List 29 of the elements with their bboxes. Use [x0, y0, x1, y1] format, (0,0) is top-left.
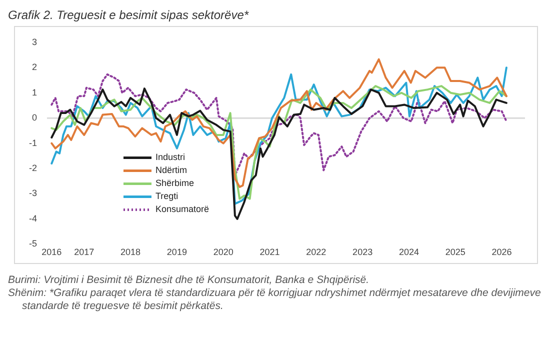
x-tick-label: 2022	[306, 247, 326, 258]
x-tick-label: 2017	[74, 247, 94, 258]
y-tick-label: -5	[28, 238, 37, 249]
legend-label: Ndërtim	[155, 165, 187, 176]
y-tick-label: -3	[28, 188, 37, 198]
x-tick-label: 2020	[213, 247, 234, 258]
x-tick-label: 2023	[352, 247, 373, 258]
x-tick-label: 2021	[260, 247, 280, 258]
x-tick-label: 2018	[120, 247, 141, 258]
text: Shënim: *Grafiku paraqet vlera të standardizuara për të korrigjuar ndryshimet ndërmjet mesatareve dhe devijimeve standarde të treguesve të besimit përkatës.	[8, 287, 542, 313]
legend-label: Industri	[155, 152, 185, 162]
y-tick-label: -2	[28, 163, 37, 174]
x-tick-label: 2019	[166, 247, 187, 258]
x-tick-label: 2025	[445, 247, 466, 258]
x-tick-label: 2016	[42, 247, 62, 258]
legend-label: Tregti	[155, 191, 178, 202]
text: Burimi: Vrojtimi i Besimit të Biznesit dhe të Konsumatorit, Banka e Shqipërisë.	[8, 274, 370, 287]
x-tick-label: 2026	[492, 247, 512, 258]
y-tick-label: -4	[28, 213, 37, 224]
y-tick-label: 1	[32, 87, 37, 98]
chart-title: Grafik 2. Treguesit e besimit sipas sektorëve*	[8, 8, 250, 22]
x-tick-label: 2024	[398, 247, 419, 258]
y-tick-label: 2	[32, 62, 37, 72]
y-tick-label: -1	[28, 138, 37, 148]
y-tick-label: 3	[32, 36, 37, 47]
legend-label: Shërbime	[155, 178, 194, 188]
line-series	[50, 73, 508, 176]
legend-label: Konsumatorë	[155, 204, 210, 214]
y-tick-label: 0	[32, 112, 37, 123]
